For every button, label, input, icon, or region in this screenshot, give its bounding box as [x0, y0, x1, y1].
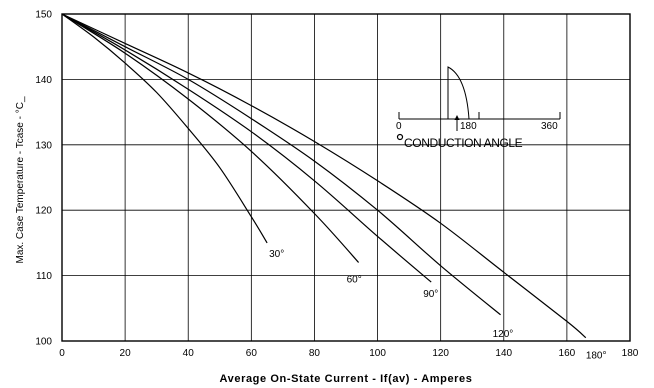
y-tick-label: 150 — [35, 10, 52, 21]
x-tick-label: 120 — [432, 348, 449, 359]
series-line — [61, 13, 268, 244]
series-label: 120° — [493, 329, 514, 340]
series-label: 90° — [423, 289, 438, 300]
x-tick-label: 80 — [309, 348, 321, 359]
inset-caption: CONDUCTION ANGLE — [404, 136, 523, 150]
y-tick-label: 110 — [36, 271, 52, 282]
inset-origin-marker — [396, 133, 404, 141]
x-tick-labels: 0 20 40 60 80 100 120 140 160 180 — [59, 348, 639, 359]
y-tick-label: 130 — [35, 140, 52, 151]
series-label: 60° — [347, 275, 362, 286]
x-tick-label: 0 — [59, 348, 65, 359]
series-lines — [61, 13, 587, 339]
series-line — [61, 13, 501, 316]
x-tick-label: 100 — [369, 348, 386, 359]
conduction-angle-inset: 0 180 360 CONDUCTION ANGLE — [396, 66, 561, 150]
y-tick-labels: 100 110 120 130 140 150 — [35, 10, 52, 348]
y-tick-label: 120 — [35, 206, 52, 217]
x-tick-label: 40 — [183, 348, 195, 359]
x-tick-label: 60 — [246, 348, 258, 359]
x-tick-label: 180 — [622, 348, 639, 359]
inset-label-0: 0 — [396, 121, 402, 132]
series-line — [61, 13, 587, 339]
inset-label-180: 180 — [460, 121, 477, 132]
y-tick-label: 100 — [35, 337, 52, 348]
y-axis-title: Max. Case Temperature - Tcase - °C_ — [15, 96, 26, 263]
x-tick-label: 140 — [495, 348, 512, 359]
inset-label-360: 360 — [541, 121, 558, 132]
x-axis-title: Average On-State Current - If(av) - Ampe… — [220, 373, 473, 385]
series-label: 180° — [586, 351, 607, 362]
plot-frame — [61, 13, 631, 342]
series-label: 30° — [269, 249, 284, 260]
y-tick-label: 140 — [35, 75, 52, 86]
series-line — [61, 13, 432, 283]
series-labels: 30° 60° 90° 120° 180° — [269, 249, 606, 362]
inset-arrow-head — [454, 115, 460, 120]
series-line — [61, 13, 360, 263]
inset-waveform — [447, 66, 470, 120]
x-tick-label: 20 — [120, 348, 132, 359]
x-tick-label: 160 — [559, 348, 576, 359]
